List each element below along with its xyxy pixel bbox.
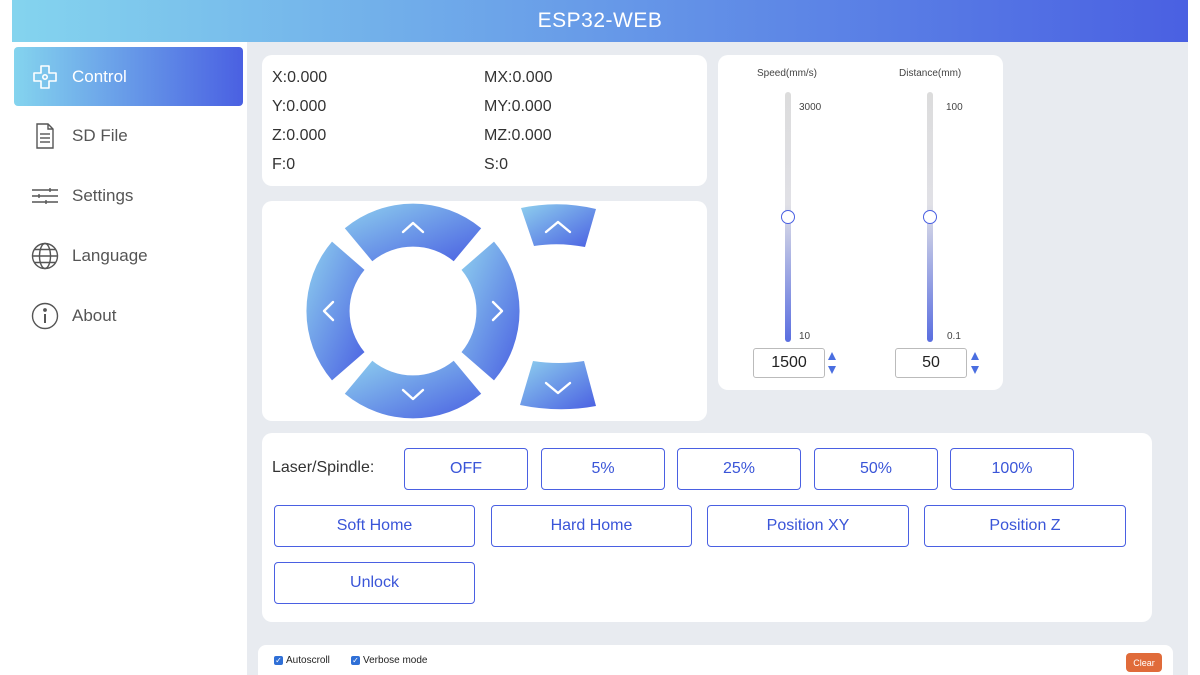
- sidebar-item-language[interactable]: Language: [14, 226, 243, 286]
- sidebar-item-sd-file[interactable]: SD File: [14, 106, 243, 166]
- distance-slider-thumb[interactable]: [923, 210, 937, 224]
- main-panel: X:0.000 Y:0.000 Z:0.000 F:0 MX:0.000 MY:…: [247, 42, 1188, 675]
- laser-25-button[interactable]: 25%: [677, 448, 801, 490]
- sidebar-item-label: Control: [72, 66, 127, 86]
- chevron-left-icon: [322, 300, 335, 322]
- chevron-up-icon: [544, 220, 572, 234]
- autoscroll-checkbox[interactable]: ✓ Autoscroll: [274, 655, 330, 666]
- jog-x-minus-button[interactable]: [306, 241, 365, 381]
- y-position: Y:0.000: [272, 98, 327, 115]
- verbose-mode-label: Verbose mode: [363, 655, 428, 666]
- laser-off-button[interactable]: OFF: [404, 448, 528, 490]
- jog-z-minus-button[interactable]: [520, 361, 596, 410]
- jog-z-plus-button[interactable]: [521, 204, 596, 247]
- speed-input[interactable]: 1500: [753, 348, 825, 378]
- checkmark-icon: ✓: [274, 656, 283, 665]
- app-title: ESP32-WEB: [537, 9, 663, 32]
- hard-home-button[interactable]: Hard Home: [491, 505, 692, 547]
- jog-y-minus-button[interactable]: [344, 360, 482, 419]
- sliders-icon: [31, 182, 59, 210]
- chevron-down-icon: [544, 381, 572, 395]
- sidebar-item-control[interactable]: Control: [14, 47, 243, 106]
- mz-position: MZ:0.000: [484, 127, 552, 144]
- file-icon: [31, 122, 59, 150]
- info-icon: [31, 302, 59, 330]
- gamepad-icon: [31, 63, 59, 91]
- distance-spinner[interactable]: [970, 350, 980, 376]
- checkmark-icon: ✓: [351, 656, 360, 665]
- distance-min-label: 0.1: [947, 331, 961, 342]
- laser-5-button[interactable]: 5%: [541, 448, 665, 490]
- laser-spindle-card: Laser/Spindle: OFF 5% 25% 50% 100% Soft …: [262, 433, 1152, 622]
- my-position: MY:0.000: [484, 98, 552, 115]
- laser-50-button[interactable]: 50%: [814, 448, 938, 490]
- clear-console-button[interactable]: Clear: [1126, 653, 1162, 672]
- position-z-button[interactable]: Position Z: [924, 505, 1126, 547]
- chevron-down-icon: [401, 388, 425, 401]
- sidebar-item-label: Language: [72, 246, 148, 265]
- sidebar-item-label: About: [72, 306, 117, 325]
- speed-max-label: 3000: [799, 102, 822, 113]
- laser-spindle-label: Laser/Spindle:: [272, 459, 375, 476]
- chevron-right-icon: [491, 300, 504, 322]
- laser-100-button[interactable]: 100%: [950, 448, 1074, 490]
- console-card: ✓ Autoscroll ✓ Verbose mode Clear: [258, 645, 1173, 675]
- feed-rate: F:0: [272, 156, 296, 173]
- distance-max-label: 100: [946, 102, 963, 113]
- sidebar-item-about[interactable]: About: [14, 286, 243, 346]
- chevron-up-icon: [401, 221, 425, 234]
- sidebar-item-label: Settings: [72, 186, 134, 205]
- speed-slider-thumb[interactable]: [781, 210, 795, 224]
- globe-icon: [31, 242, 59, 270]
- jog-y-plus-button[interactable]: [344, 203, 482, 262]
- slider-card: Speed(mm/s) 3000 10 1500 Distance(mm) 10…: [718, 55, 1003, 390]
- z-position: Z:0.000: [272, 127, 327, 144]
- coordinates-card: X:0.000 Y:0.000 Z:0.000 F:0 MX:0.000 MY:…: [262, 55, 707, 186]
- autoscroll-label: Autoscroll: [286, 655, 330, 666]
- unlock-button[interactable]: Unlock: [274, 562, 475, 604]
- soft-home-button[interactable]: Soft Home: [274, 505, 475, 547]
- sidebar-item-settings[interactable]: Settings: [14, 166, 243, 226]
- position-xy-button[interactable]: Position XY: [707, 505, 909, 547]
- jog-control-card: [262, 201, 707, 421]
- speed-slider-title: Speed(mm/s): [757, 68, 818, 79]
- mx-position: MX:0.000: [484, 69, 553, 86]
- jog-x-plus-button[interactable]: [461, 241, 520, 381]
- verbose-mode-checkbox[interactable]: ✓ Verbose mode: [351, 655, 428, 666]
- speed-min-label: 10: [799, 331, 811, 342]
- sidebar: Control SD File Settings L: [14, 47, 243, 346]
- x-position: X:0.000: [272, 69, 328, 86]
- app-header: ESP32-WEB: [12, 0, 1188, 42]
- distance-input[interactable]: 50: [895, 348, 967, 378]
- speed-spinner[interactable]: [827, 350, 837, 376]
- sidebar-item-label: SD File: [72, 126, 128, 145]
- spindle-speed: S:0: [484, 156, 509, 173]
- distance-slider-title: Distance(mm): [899, 68, 962, 79]
